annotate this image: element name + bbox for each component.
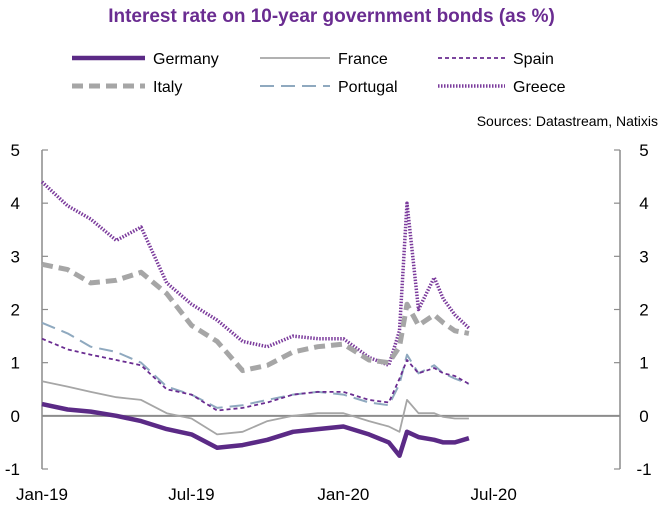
legend: Germany France Spain Italy Portugal Greece — [72, 51, 566, 96]
series-line-italy — [41, 261, 470, 374]
y-tick-label-left: 0 — [11, 407, 20, 426]
y-tick-label-left: 5 — [11, 141, 20, 160]
legend-label-spain: Spain — [513, 51, 554, 68]
x-tick-label: Jul-20 — [471, 485, 517, 504]
legend-label-greece: Greece — [513, 79, 566, 96]
series-line-portugal — [41, 321, 470, 409]
y-tick-label-right: 1 — [639, 354, 648, 373]
source-label: Sources: Datastream, Natixis — [477, 113, 658, 129]
y-tick-label-left: 2 — [11, 301, 20, 320]
x-tick-label: Jan-19 — [16, 485, 68, 504]
y-tick-label-right: -1 — [636, 460, 651, 479]
plot-area — [40, 180, 471, 458]
y-tick-label-right: 3 — [639, 247, 648, 266]
y-tick-label-right: 0 — [639, 407, 648, 426]
y-tick-label-left: -1 — [5, 460, 20, 479]
series-line-france — [41, 380, 469, 436]
series-line-germany — [41, 401, 470, 458]
legend-label-germany: Germany — [153, 51, 219, 68]
legend-label-italy: Italy — [153, 79, 182, 96]
y-tick-label-left: 4 — [11, 194, 20, 213]
x-tick-label: Jan-20 — [317, 485, 369, 504]
legend-label-france: France — [338, 51, 388, 68]
y-tick-label-right: 2 — [639, 301, 648, 320]
axes: -1 -1 0 0 1 1 2 2 3 3 4 4 5 5 Jan-19 Jul-19 Jan-20 Jul-20 — [5, 141, 652, 504]
series-line-spain — [41, 337, 470, 412]
series-line-greece — [40, 180, 471, 368]
x-tick-label: Jul-19 — [168, 485, 214, 504]
chart-title: Interest rate on 10-year government bond… — [108, 6, 555, 27]
y-tick-label-left: 1 — [11, 354, 20, 373]
y-tick-label-right: 4 — [639, 194, 648, 213]
y-tick-label-right: 5 — [639, 141, 648, 160]
legend-label-portugal: Portugal — [338, 79, 398, 96]
y-tick-label-left: 3 — [11, 247, 20, 266]
